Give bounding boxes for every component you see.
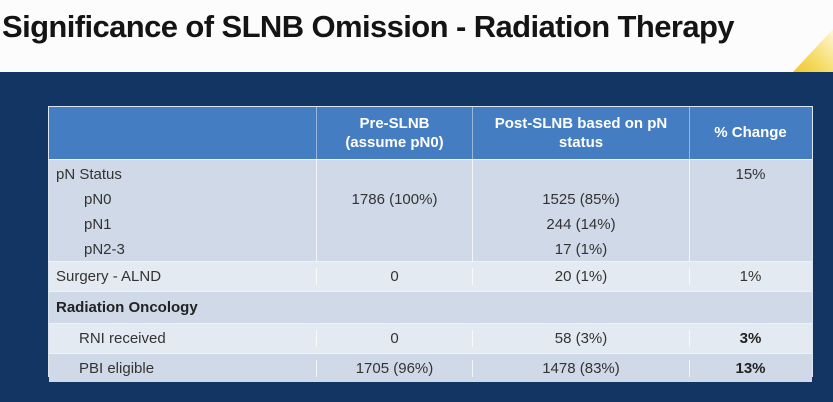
table-row-pn-status: pN Status pN0 pN1 pN2-3 1786 (100%) 1525…	[49, 159, 812, 262]
surgery-post-value: 20 (1%)	[472, 268, 689, 285]
rni-change-value: 3%	[689, 330, 811, 347]
surgery-change-value: 1%	[689, 268, 811, 285]
pn-status-change-cell: 15%	[689, 160, 811, 262]
pbi-pre-value: 1705 (96%)	[316, 359, 472, 377]
pbi-post-value: 1478 (83%)	[472, 359, 689, 377]
data-table: Pre-SLNB (assume pN0) Post-SLNB based on…	[48, 106, 813, 382]
rni-received-label: RNI received	[79, 330, 166, 347]
pn2-3-label: pN2-3	[84, 241, 125, 258]
pn0-label: pN0	[84, 191, 112, 208]
table-row-pbi-eligible: PBI eligible 1705 (96%) 1478 (83%) 13%	[49, 353, 812, 382]
pn-status-post-cell: 1525 (85%) 244 (14%) 17 (1%)	[472, 160, 689, 262]
post-slnb-pn0-value: 1525 (85%)	[542, 191, 620, 208]
post-slnb-pn2-3-value: 17 (1%)	[554, 241, 608, 258]
title-band: Significance of SLNB Omission - Radiatio…	[0, 0, 833, 72]
pre-slnb-pn0-value: 1786 (100%)	[351, 191, 438, 208]
header-cell-percent-change: % Change	[689, 107, 811, 159]
table-row-rni-received: RNI received 0 58 (3%) 3%	[49, 323, 812, 353]
header-cell-empty	[49, 107, 316, 159]
slide-title: Significance of SLNB Omission - Radiatio…	[2, 9, 735, 44]
rni-post-value: 58 (3%)	[472, 330, 689, 347]
radiation-oncology-label: Radiation Oncology	[56, 299, 198, 316]
surgery-pre-value: 0	[316, 268, 472, 285]
surgery-label: Surgery - ALND	[56, 268, 162, 285]
header-cell-pre-slnb: Pre-SLNB (assume pN0)	[316, 107, 472, 159]
pbi-eligible-label: PBI eligible	[79, 359, 155, 377]
table-row-radiation-oncology: Radiation Oncology	[49, 291, 812, 323]
pn-status-label: pN Status	[56, 166, 122, 183]
table-row-surgery-alnd: Surgery - ALND 0 20 (1%) 1%	[49, 261, 812, 291]
table-header-row: Pre-SLNB (assume pN0) Post-SLNB based on…	[49, 107, 812, 159]
pn1-label: pN1	[84, 216, 112, 233]
rni-pre-value: 0	[316, 330, 472, 347]
post-slnb-pn1-value: 244 (14%)	[546, 216, 616, 233]
pn-status-label-cell: pN Status pN0 pN1 pN2-3	[49, 160, 316, 262]
pbi-change-value: 13%	[689, 359, 811, 377]
pn-status-change-value: 15%	[735, 166, 766, 183]
pn-status-pre-cell: 1786 (100%)	[316, 160, 472, 262]
header-cell-post-slnb: Post-SLNB based on pN status	[472, 107, 689, 159]
